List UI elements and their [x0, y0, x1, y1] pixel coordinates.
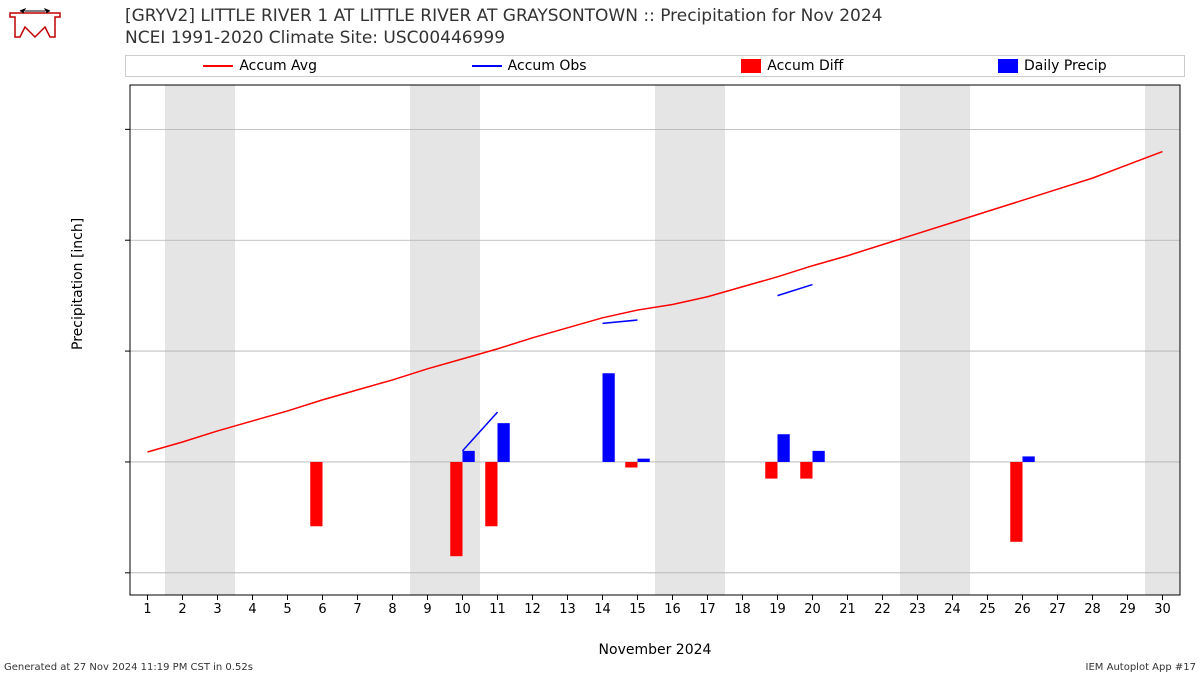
svg-text:17: 17 [699, 602, 716, 617]
iem-logo [5, 5, 65, 45]
svg-text:20: 20 [804, 602, 821, 617]
title-line-1: [GRYV2] LITTLE RIVER 1 AT LITTLE RIVER A… [125, 5, 883, 27]
svg-text:19: 19 [769, 602, 786, 617]
svg-text:4: 4 [248, 602, 256, 617]
svg-text:8: 8 [388, 602, 396, 617]
svg-text:16: 16 [664, 602, 681, 617]
svg-text:7: 7 [353, 602, 361, 617]
svg-text:14: 14 [594, 602, 611, 617]
precip-chart: 1234567891011121314151617181920212223242… [125, 80, 1185, 620]
svg-text:5: 5 [283, 602, 291, 617]
svg-text:25: 25 [979, 602, 996, 617]
legend-accum-obs: Accum Obs [472, 58, 587, 74]
legend-accum-avg: Accum Avg [203, 58, 317, 74]
svg-text:15: 15 [629, 602, 646, 617]
svg-text:1: 1 [143, 602, 151, 617]
svg-text:28: 28 [1084, 602, 1101, 617]
svg-text:2: 2 [178, 602, 186, 617]
svg-text:3: 3 [213, 602, 221, 617]
svg-text:26: 26 [1014, 602, 1031, 617]
svg-text:6: 6 [318, 602, 326, 617]
svg-text:27: 27 [1049, 602, 1066, 617]
x-axis-label: November 2024 [125, 642, 1185, 658]
svg-text:21: 21 [839, 602, 856, 617]
svg-text:13: 13 [559, 602, 576, 617]
svg-text:30: 30 [1154, 602, 1171, 617]
y-axis-label: Precipitation [inch] [70, 218, 86, 350]
title-line-2: NCEI 1991-2020 Climate Site: USC00446999 [125, 27, 883, 49]
svg-text:29: 29 [1119, 602, 1136, 617]
svg-text:9: 9 [423, 602, 431, 617]
svg-text:18: 18 [734, 602, 751, 617]
svg-text:24: 24 [944, 602, 961, 617]
footer-app: IEM Autoplot App #17 [1086, 662, 1196, 673]
chart-title: [GRYV2] LITTLE RIVER 1 AT LITTLE RIVER A… [125, 5, 883, 49]
svg-text:23: 23 [909, 602, 926, 617]
svg-text:10: 10 [454, 602, 471, 617]
svg-text:11: 11 [489, 602, 506, 617]
svg-text:12: 12 [524, 602, 541, 617]
legend-daily-precip: Daily Precip [998, 58, 1107, 74]
svg-text:22: 22 [874, 602, 891, 617]
footer-generated: Generated at 27 Nov 2024 11:19 PM CST in… [4, 662, 253, 673]
legend-accum-diff: Accum Diff [741, 58, 843, 74]
legend: Accum Avg Accum Obs Accum Diff Daily Pre… [125, 55, 1185, 77]
